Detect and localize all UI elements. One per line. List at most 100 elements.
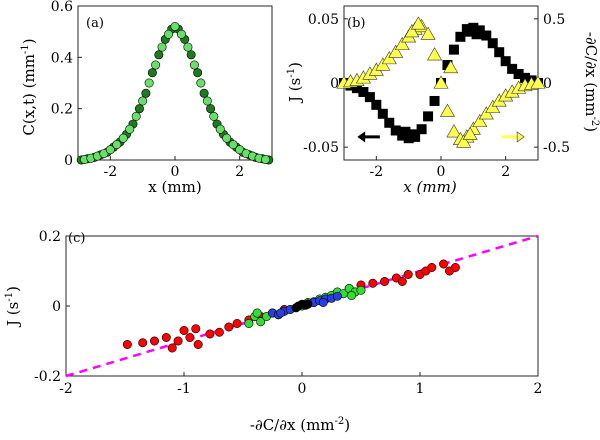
panel-a-point-dark [154,50,164,60]
panel-c-point-red [161,332,171,342]
panel-a-point-light [183,42,193,52]
panel-a-point-light [112,140,122,150]
panel-a-ytick-label: 0.2 [51,102,73,118]
panel-c-point-red [232,318,242,328]
panel-a-point-dark [147,68,157,78]
panel-c-xtick-label: 2 [534,381,543,397]
panel-a-point-light [131,111,141,121]
panel-c-xtick-label: 0 [298,381,307,397]
panel-b-point-J [481,30,492,41]
panel-c-point-red [191,324,201,334]
panel-b-point-gradient [420,26,436,40]
panel-b-point-J [406,129,417,140]
panel-a-ylabel: C(x,t) (mm-1) [20,38,38,135]
panel-b-point-gradient [462,126,478,140]
panel-b-point-J [455,31,466,42]
panel-b-point-J [507,63,518,74]
panel-c-point-green [356,285,366,295]
panel-c-point-black [303,299,313,309]
panel-b-point-J [513,69,524,80]
panel-a-point-light [164,29,174,39]
panel-b-point-gradient [433,75,449,89]
panel-c-point-red [214,327,224,337]
panel-b-point-J [465,26,476,37]
panel-b-point-gradient [388,44,404,58]
panel-a-point-dark [186,50,196,60]
panel-a-point-light [157,42,167,52]
panel-b-xtick-label: 2 [501,164,510,180]
panel-c-point-red [403,269,413,279]
panel-b-arrowhead-right [516,131,525,143]
panel-a-point-dark [134,104,144,114]
panel-a-point-light [118,133,128,143]
panel-b-point-gradient [456,134,472,148]
panel-a-point-light [170,22,180,32]
panel-b-point-J [371,99,382,110]
panel-c-xlabel: -∂C/∂x (mm-2) [250,416,350,434]
panel-a-label: (a) [86,16,104,31]
panel-b-point-gradient [394,36,410,51]
panel-c-point-green [347,290,357,300]
panel-c-ytick-label: 0.2 [39,229,61,245]
panel-b-point-J [384,117,395,128]
panel-c-point-red [450,262,460,272]
panel-b-point-J [400,126,411,137]
panel-b-point-J [416,124,427,135]
panel-b-ylabel-left: J (s-1) [286,62,304,104]
panel-a-ytick-label: 0.4 [51,50,73,66]
panel-b-point-gradient [472,113,488,128]
panel-c-ylabel: J (s-1) [4,286,22,328]
panel-b-point-J [487,38,498,49]
panel-a-point-light [202,96,212,106]
panel-c-point-green [252,308,262,318]
panel-c-point-red [122,339,132,349]
panel-a-point-dark [206,104,216,114]
panel-a-xlabel: x (mm) [148,178,201,196]
panel-c-xtick-label: -2 [59,381,73,397]
panel-c-point-green [256,317,266,327]
panel-b-point-gradient [443,59,459,74]
panel-a-point-light [125,124,135,134]
panel-c-point-red [193,339,203,349]
panel-b-point-J [351,83,362,94]
panel-c-point-red [380,276,390,286]
panel-a-ytick-label: 0.6 [51,0,73,15]
panel-a-point-dark [141,88,151,98]
panel-b-ytick-right-label: 0.5 [543,12,565,28]
panel-b-point-J [364,92,375,103]
panel-b-xtick-label: -2 [370,164,384,180]
panel-b-point-J [423,111,434,122]
panel-b-ylabel-right: -∂C/∂x (mm-2) [582,32,600,132]
panel-b-point-J [520,72,531,83]
panel-b-point-J [377,108,388,119]
panel-a-point-light [222,133,232,143]
panel-a-point-light [228,140,238,150]
panel-b-point-gradient [427,47,443,61]
panel-c-point-red [167,343,177,353]
panel-a-ytick-label: 0 [64,153,73,169]
panel-c-label: (c) [68,231,85,246]
panel-c: (c) -∂C/∂x (mm-2) J (s-1) -2 -1 0 1 2 -0.2 0 0.… [4,229,542,434]
panel-b-ytick-left-label: 0.05 [308,12,339,28]
panel-c-point-red [173,336,183,346]
panel-b-point-J [442,60,453,71]
panel-c-point-green [244,318,254,328]
panel-b-label: (b) [347,16,365,31]
panel-b-point-gradient [446,124,462,138]
panel-c-point-blue [318,297,328,307]
panel-c-point-blue [276,308,286,318]
panel-c-point-red [427,262,437,272]
panel-b-point-J [494,47,505,58]
panel-b-ytick-left-label: 0 [330,76,339,92]
panel-b-ytick-right-label: 0 [543,76,552,92]
panel-b: (b) x (mm) J (s-1) -∂C/∂x (mm-2) -2 0 2 -0.… [286,5,600,196]
panel-a-point-light [196,78,206,88]
panel-a-point-light [261,154,271,164]
panel-a-xtick-label: -2 [104,164,118,180]
panel-c-xtick-label: 1 [416,381,425,397]
panel-c-ytick-label: -0.2 [34,369,61,385]
panel-b-point-gradient [410,16,426,30]
panel-a-point-dark [193,68,203,78]
panel-c-point-red [439,259,449,269]
